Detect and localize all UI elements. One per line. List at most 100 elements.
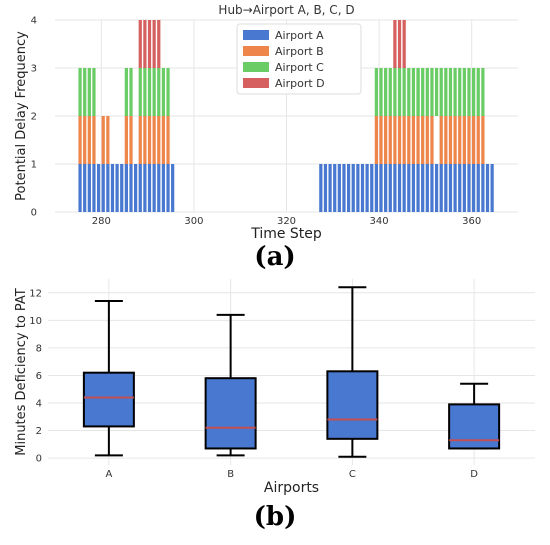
bar-airport-d <box>138 20 142 68</box>
bar-airport-a <box>397 164 402 212</box>
bar-airport-c <box>407 68 411 116</box>
bar-airport-b <box>476 116 480 164</box>
bar-airport-b <box>374 116 378 164</box>
y-tick-label: 3 <box>31 64 37 75</box>
bar-airport-a <box>129 164 133 212</box>
bar-airport-b <box>147 116 152 164</box>
bar-airport-b <box>402 116 406 164</box>
bar-airport-a <box>152 164 156 212</box>
bar-airport-a <box>421 164 425 212</box>
bar-airport-c <box>138 68 142 116</box>
bar-airport-a <box>365 164 369 212</box>
bar-airport-b <box>439 116 443 164</box>
bar-airport-d <box>393 20 397 68</box>
bar-airport-c <box>402 68 406 116</box>
bar-airport-b <box>143 116 147 164</box>
bar-airport-c <box>421 68 425 116</box>
bar-airport-c <box>374 68 378 116</box>
bar-airport-d <box>397 20 402 68</box>
bar-airport-a <box>472 164 476 212</box>
bar-airport-a <box>147 164 152 212</box>
bar-airport-b <box>393 116 397 164</box>
bar-airport-a <box>166 164 170 212</box>
legend-label: Airport B <box>275 45 324 58</box>
bar-airport-b <box>152 116 156 164</box>
bar-airport-c <box>152 68 156 116</box>
bar-airport-c <box>434 68 439 116</box>
bar-airport-a <box>462 164 466 212</box>
x-tick-label: 280 <box>92 216 111 227</box>
box-body <box>448 403 501 450</box>
bar-airport-b <box>467 116 471 164</box>
y-tick-label: 4 <box>31 16 37 27</box>
bar-airport-a <box>467 164 471 212</box>
bar-airport-a <box>425 164 429 212</box>
bar-airport-c <box>411 68 416 116</box>
bar-airport-c <box>476 68 480 116</box>
bar-airport-c <box>143 68 147 116</box>
bar-airport-b <box>416 116 420 164</box>
bar-airport-b <box>78 116 82 164</box>
bar-airport-b <box>453 116 457 164</box>
bar-airport-b <box>458 116 462 164</box>
bar-airport-c <box>425 68 429 116</box>
x-tick-label: B <box>227 469 234 480</box>
bar-airport-a <box>110 164 115 212</box>
legend-swatch <box>243 30 269 40</box>
bar-airport-c <box>453 68 457 116</box>
legend-label: Airport A <box>275 29 324 42</box>
bar-airport-a <box>96 164 101 212</box>
bar-airport-a <box>458 164 462 212</box>
bar-airport-c <box>147 68 152 116</box>
bar-airport-c <box>379 68 383 116</box>
bar-airport-a <box>388 164 392 212</box>
bar-airport-b <box>83 116 87 164</box>
bar-airport-a <box>171 164 175 212</box>
chart-title: Hub→Airport A, B, C, D <box>218 3 354 17</box>
x-tick-label: 300 <box>184 216 203 227</box>
bar-airport-b <box>101 116 105 164</box>
bar-airport-c <box>472 68 476 116</box>
bar-airport-c <box>161 68 166 116</box>
y-tick-label: 10 <box>29 316 42 327</box>
x-axis-label: Time Step <box>250 226 322 242</box>
bar-airport-a <box>323 164 328 212</box>
bar-airport-a <box>411 164 416 212</box>
bar-airport-a <box>143 164 147 212</box>
x-tick-label: A <box>105 469 112 480</box>
bar-airport-b <box>157 116 161 164</box>
panel-label-a: (a) <box>254 242 296 272</box>
bar-airport-b <box>124 116 128 164</box>
bar-airport-a <box>476 164 480 212</box>
bar-airport-a <box>448 164 453 212</box>
bar-airport-a <box>83 164 87 212</box>
bar-airport-c <box>129 68 133 116</box>
bar-airport-a <box>402 164 406 212</box>
bar-airport-a <box>134 164 138 212</box>
x-tick-label: C <box>349 469 356 480</box>
y-tick-label: 12 <box>29 288 42 299</box>
bar-airport-c <box>458 68 462 116</box>
bar-airport-c <box>448 68 453 116</box>
bar-airport-a <box>360 164 365 212</box>
legend-label: Airport D <box>275 77 325 90</box>
bar-airport-c <box>166 68 170 116</box>
y-tick-label: 2 <box>31 112 37 123</box>
y-tick-label: 6 <box>36 371 42 382</box>
bar-airport-c <box>439 68 443 116</box>
bar-airport-b <box>161 116 166 164</box>
bar-airport-c <box>462 68 466 116</box>
y-tick-label: 4 <box>36 399 42 410</box>
bar-airport-a <box>374 164 378 212</box>
bar-airport-d <box>147 20 152 68</box>
x-tick-label: 360 <box>462 216 481 227</box>
bar-airport-a <box>87 164 91 212</box>
bar-airport-a <box>351 164 355 212</box>
x-tick-label: 320 <box>277 216 296 227</box>
bar-airport-a <box>485 164 490 212</box>
legend-swatch <box>243 78 269 88</box>
bar-airport-b <box>411 116 416 164</box>
bar-airport-a <box>416 164 420 212</box>
legend-swatch <box>243 62 269 72</box>
y-tick-label: 0 <box>36 454 42 465</box>
